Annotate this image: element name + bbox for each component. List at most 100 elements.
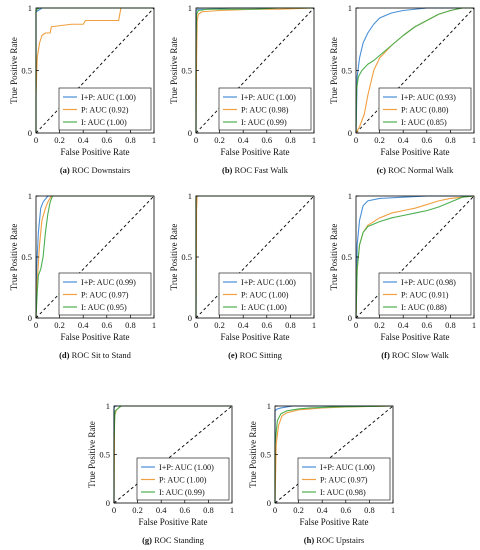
panel-caption-text: ROC Normal Walk — [388, 165, 454, 175]
x-tick-label: 0.8 — [445, 135, 456, 145]
roc-panel-5: 0 0.2 0.4 0.6 0.8 1 0 0.5 1 False Positive Rate Tr… — [329, 191, 476, 360]
y-axis-label: True Positive Rate — [9, 37, 19, 104]
y-tick-label: 1 — [348, 3, 352, 13]
panel-caption-text: ROC Sitting — [240, 350, 283, 360]
legend-entry: P: AUC (1.00) — [241, 291, 289, 300]
y-tick-label: 0.5 — [181, 252, 192, 262]
legend-entry: I: AUC (0.88) — [401, 303, 447, 312]
roc-panel-1: 0 0.2 0.4 0.6 0.8 1 0 0.5 1 False Positive Rate Tr… — [169, 3, 316, 175]
x-tick-label: 1 — [152, 320, 156, 330]
roc-curve-i — [355, 7, 474, 134]
x-tick-label: 1 — [312, 320, 316, 330]
legend-entry: I: AUC (1.00) — [81, 118, 127, 127]
legend: I+P: AUC (1.00) P: AUC (1.00) I: AUC (1.00… — [218, 272, 312, 316]
x-tick-label: 0.8 — [285, 320, 296, 330]
x-tick-label: 0 — [354, 320, 358, 330]
y-axis-label: True Positive Rate — [169, 224, 179, 291]
roc-curve-i — [355, 195, 475, 319]
roc-curve-p — [35, 7, 154, 133]
panel-caption-label: (d) — [59, 350, 72, 360]
chance-diagonal-line — [274, 405, 394, 504]
panel-caption-label: (e) — [228, 350, 240, 360]
roc-curve-p — [35, 195, 154, 319]
legend: I+P: AUC (1.00) P: AUC (0.97) I: AUC (0.98… — [297, 457, 391, 501]
roc-curve-ip — [355, 7, 474, 134]
y-axis-label: True Positive Rate — [329, 37, 339, 104]
x-tick-label: 0 — [354, 135, 358, 145]
x-tick-label: 0.8 — [125, 135, 136, 145]
y-tick-label: 1 — [106, 401, 110, 411]
legend-entry: P: AUC (0.91) — [401, 291, 449, 300]
roc-panel-4: 0 0.2 0.4 0.6 0.8 1 0 0.5 1 False Positive Rate Tr… — [169, 191, 316, 360]
legend-box — [218, 272, 312, 316]
legend: I+P: AUC (1.00) P: AUC (0.98) I: AUC (0.99… — [218, 87, 312, 131]
x-axis-label: False Positive Rate — [139, 517, 208, 527]
x-axis-label: False Positive Rate — [61, 147, 130, 157]
x-axis-label: False Positive Rate — [300, 517, 369, 527]
chance-diagonal-line — [35, 195, 155, 319]
x-tick-label: 0.6 — [261, 320, 272, 330]
x-tick-label: 0.6 — [101, 135, 112, 145]
y-tick-label: 1 — [188, 191, 192, 201]
panel-caption: (c) ROC Normal Walk — [377, 165, 455, 175]
y-tick-label: 1 — [188, 3, 192, 13]
roc-panel-2: 0 0.2 0.4 0.6 0.8 1 0 0.5 1 False Positive Rate Tr… — [329, 3, 476, 175]
y-tick-label: 0.5 — [99, 450, 110, 460]
legend-entry: I: AUC (0.98) — [320, 488, 366, 497]
x-tick-label: 0.2 — [374, 135, 385, 145]
y-axis-label: True Positive Rate — [248, 421, 258, 488]
chance-diagonal-line — [195, 195, 315, 319]
legend-entry: I+P: AUC (1.00) — [241, 93, 296, 102]
x-tick-label: 0.6 — [179, 505, 190, 515]
panel-caption: (b) ROC Fast Walk — [222, 165, 289, 175]
legend: I+P: AUC (0.93) P: AUC (0.80) I: AUC (0.85… — [378, 87, 472, 131]
chance-diagonal-line — [355, 7, 475, 134]
legend-box — [218, 87, 312, 131]
x-tick-label: 0.6 — [261, 135, 272, 145]
x-tick-label: 0.4 — [156, 505, 167, 515]
legend-entry: I+P: AUC (1.00) — [241, 278, 296, 287]
y-tick-label: 0.5 — [341, 252, 352, 262]
x-axis-label: False Positive Rate — [61, 332, 130, 342]
y-tick-label: 0.5 — [21, 252, 32, 262]
roc-panel-3: 0 0.2 0.4 0.6 0.8 1 0 0.5 1 False Positive Rate Tr… — [9, 191, 156, 360]
panel-caption-label: (c) — [377, 165, 389, 175]
y-tick-label: 0 — [188, 128, 192, 138]
chance-diagonal-line — [195, 7, 315, 134]
panel-caption-label: (a) — [60, 165, 72, 175]
x-tick-label: 1 — [472, 320, 476, 330]
x-tick-label: 1 — [230, 505, 234, 515]
x-tick-label: 0.4 — [78, 135, 89, 145]
x-axis-label: False Positive Rate — [381, 332, 450, 342]
x-tick-label: 0.6 — [421, 320, 432, 330]
legend-entry: I: AUC (0.85) — [401, 118, 447, 127]
panel-caption: (g) ROC Standing — [142, 535, 205, 545]
x-tick-label: 0.4 — [78, 320, 89, 330]
panel-caption-text: ROC Downstairs — [72, 165, 130, 175]
panel-caption-text: ROC Standing — [154, 535, 205, 545]
panel-caption-label: (f) — [381, 350, 392, 360]
legend-entry: P: AUC (1.00) — [159, 476, 207, 485]
x-tick-label: 0.6 — [340, 505, 351, 515]
y-tick-label: 0 — [267, 498, 271, 508]
y-tick-label: 1 — [267, 401, 271, 411]
x-tick-label: 0.6 — [421, 135, 432, 145]
y-tick-label: 0 — [28, 128, 32, 138]
panel-caption-text: ROC Upstairs — [316, 535, 364, 545]
legend-entry: I: AUC (0.95) — [81, 303, 127, 312]
x-tick-label: 0.8 — [203, 505, 214, 515]
y-tick-label: 1 — [28, 191, 32, 201]
panel-caption: (d) ROC Sit to Stand — [59, 350, 132, 360]
legend-entry: P: AUC (0.97) — [320, 476, 368, 485]
x-axis-label: False Positive Rate — [381, 147, 450, 157]
x-tick-label: 0.8 — [285, 135, 296, 145]
x-tick-label: 0.2 — [293, 505, 304, 515]
x-tick-label: 0.2 — [214, 320, 225, 330]
legend: I+P: AUC (1.00) P: AUC (1.00) I: AUC (0.99… — [136, 457, 230, 501]
panel-caption: (a) ROC Downstairs — [60, 165, 130, 175]
x-tick-label: 0 — [273, 505, 277, 515]
legend: I+P: AUC (0.99) P: AUC (0.97) I: AUC (0.95… — [58, 272, 152, 316]
legend-entry: I: AUC (0.99) — [241, 118, 287, 127]
x-tick-label: 0.6 — [101, 320, 112, 330]
